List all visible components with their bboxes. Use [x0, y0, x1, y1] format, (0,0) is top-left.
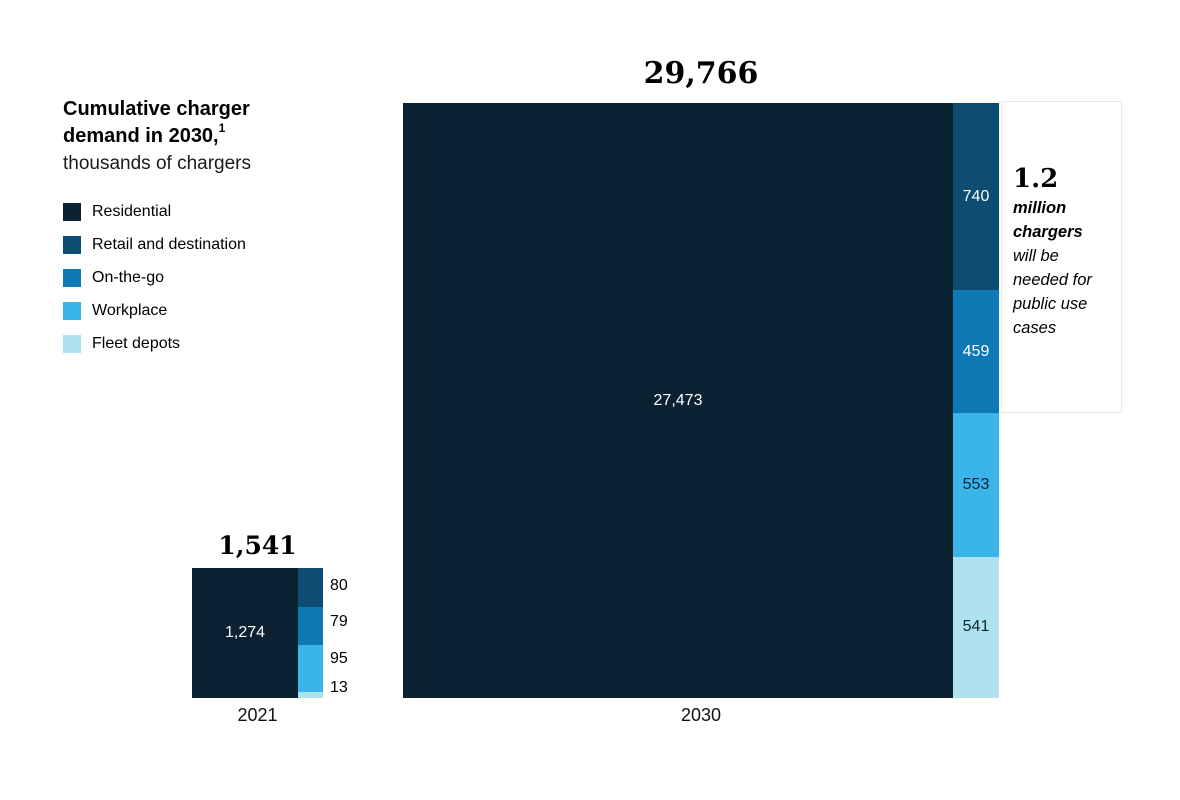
public-segments-column-2030: 740 459 553 541 [953, 103, 999, 698]
chart-title: Cumulative charger demand in 2030,1 thou… [63, 96, 298, 177]
legend-item-residential: Residential [63, 203, 246, 221]
segment-value-label: 79 [330, 612, 348, 630]
bar-group-2021: 1,541 1,274 80 79 95 13 2021 [192, 531, 348, 725]
segment-value-label: 13 [330, 679, 348, 697]
legend-item-workplace: Workplace [63, 302, 246, 320]
legend-item-label: On-the-go [92, 269, 165, 286]
legend-item-label: Fleet depots [92, 335, 181, 352]
workplace-swatch-icon [63, 302, 81, 320]
annotation-text: will be needed for public use cases [1013, 247, 1092, 337]
chart-title-unit: thousands of chargers [63, 153, 252, 174]
segment-on-the-go-2021 [298, 606, 323, 646]
fleet-depots-swatch-icon [63, 335, 81, 353]
segment-value-label: 1,274 [224, 624, 266, 641]
segment-value-label: 80 [330, 576, 348, 594]
legend-item-fleet-depots: Fleet depots [63, 335, 246, 353]
on-the-go-swatch-icon [63, 269, 81, 287]
legend: Residential Retail and destination On-the-… [63, 203, 246, 368]
segment-value-label: 553 [962, 475, 990, 493]
segment-label-row: 80 [330, 568, 376, 604]
legend-item-label: Retail and destination [92, 236, 246, 253]
public-segments-column-2021 [298, 568, 323, 698]
legend-item-on-the-go: On-the-go [63, 269, 246, 287]
segment-value-label: 740 [962, 187, 990, 205]
segment-fleet-depots-2030: 541 [953, 556, 999, 698]
annotation-value: 1.2 [1013, 164, 1059, 194]
axis-label-2021: 2021 [237, 705, 278, 725]
segment-residential-2021: 1,274 [192, 568, 298, 698]
segment-value-label: 459 [962, 342, 990, 360]
legend-item-retail-and-destination: Retail and destination [63, 236, 246, 254]
total-label-2021: 1,541 [218, 531, 297, 560]
residential-swatch-icon [63, 203, 81, 221]
axis-label-2030: 2030 [680, 705, 722, 725]
legend-item-label: Workplace [92, 302, 168, 319]
segment-workplace-2021 [298, 645, 323, 692]
retail-and-destination-swatch-icon [63, 236, 81, 254]
segment-label-row: 79 [330, 604, 376, 640]
segment-labels-column-2021: 80 79 95 13 [330, 568, 376, 698]
segment-retail-and-destination-2030: 740 [953, 103, 999, 291]
segment-on-the-go-2030: 459 [953, 290, 999, 413]
annotation-box: 1.2 million chargers will be needed for … [1001, 101, 1122, 413]
legend-item-label: Residential [92, 203, 172, 220]
total-label-2030: 29,766 [643, 56, 759, 91]
annotation-emphasis: million chargers [1013, 199, 1083, 242]
chart-title-text: Cumulative charger demand in 2030, [63, 98, 250, 147]
segment-retail-and-destination-2021 [298, 568, 323, 607]
segment-label-row: 95 [330, 639, 376, 678]
segment-value-label: 27,473 [653, 391, 703, 409]
chart-title-heading: Cumulative charger demand in 2030,1 [63, 96, 298, 150]
segment-workplace-2030: 553 [953, 412, 999, 557]
bar-group-2030: 29,766 27,473 740 459 553 541 2030 [403, 56, 999, 725]
segment-value-label: 541 [962, 618, 990, 636]
segment-label-row: 13 [330, 679, 376, 698]
segment-residential-2030: 27,473 [403, 103, 953, 698]
segment-value-label: 95 [330, 650, 348, 668]
segment-fleet-depots-2021 [298, 691, 323, 698]
footnote-marker: 1 [218, 121, 226, 136]
